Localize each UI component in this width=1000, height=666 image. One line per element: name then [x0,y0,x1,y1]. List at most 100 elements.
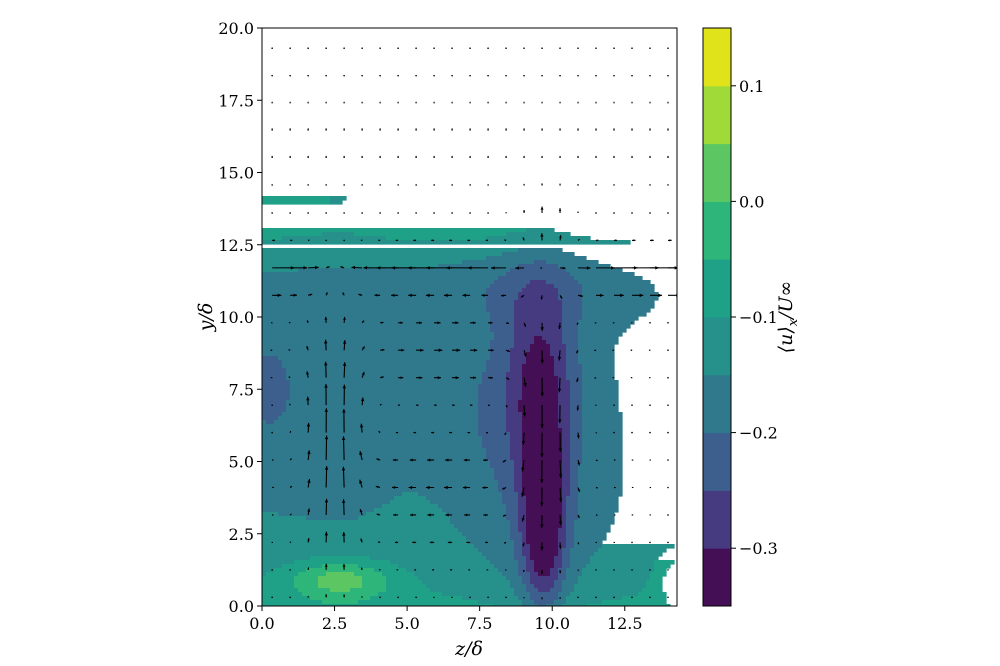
contour-cell [286,376,483,381]
vector-arrowhead [613,155,615,158]
contour-cell [582,296,659,301]
vector-arrowhead [451,128,453,131]
contour-cell [490,312,515,317]
vector-dot [667,212,669,214]
vector-arrowhead [620,293,624,298]
contour-cell [438,504,507,509]
contour-cell [498,488,515,493]
contour-cell [642,588,663,593]
contour-cell [294,580,319,585]
vector-dot [325,74,327,77]
contour-cell [262,548,479,553]
contour-cell [526,560,535,565]
contour-cell [262,240,631,245]
contour-cell [306,516,359,521]
contour-cell [570,480,579,485]
contour-cell [262,368,287,373]
y-axis-label: y/δ [195,303,217,333]
contour-cell [490,560,519,565]
contour-cell [530,280,547,285]
vector-dot [667,431,669,434]
colorbar-label-main: ⟨u⟩ [775,326,797,353]
contour-cell [578,488,623,493]
contour-cell [486,288,523,293]
vector-arrowhead [467,266,472,270]
contour-cell [262,392,291,397]
vector-arrowhead [559,101,561,104]
contour-cell [562,488,571,493]
contour-cell [438,264,519,269]
vector-arrowhead [559,296,563,299]
contour-cell [650,576,663,581]
contour-cell [566,504,579,509]
vector-arrowhead [433,184,435,186]
contour-cell [518,524,527,529]
contour-cell [262,332,495,337]
vector-arrowhead [649,486,652,489]
contour-cell [534,336,543,341]
contour-cell [506,508,519,513]
contour-cell [386,584,427,589]
vector-dot [559,74,561,77]
contour-cell [514,472,523,477]
contour-cell [506,576,523,581]
contour-cell [354,232,507,237]
contour-cell [570,400,583,405]
y-tick-label: 7.5 [229,380,254,399]
contour-cell [414,572,503,577]
contour-cell [582,388,619,393]
contour-cell [290,388,479,393]
vector-dot [289,569,291,571]
contour-cell [490,340,515,345]
contour-cell [262,480,499,485]
contour-cell [262,536,467,541]
vector-dot [613,212,615,214]
contour-cell [522,416,559,421]
contour-cell [530,552,559,557]
contour-cell [262,400,287,405]
contour-cell [262,364,283,369]
vector-arrowhead [381,348,385,352]
contour-cell [566,512,579,517]
vector-dot [649,321,651,324]
vector-dot [667,569,669,571]
contour-cell [262,468,495,473]
contour-cell [570,428,583,433]
vector-arrowhead [455,321,459,325]
vector-arrowhead [419,321,423,325]
contour-cell [558,572,567,577]
contour-cell [562,604,587,606]
contour-cell [570,436,583,441]
vector-arrowhead [395,431,398,434]
contour-cell [582,316,639,321]
contour-cell [514,480,523,485]
vector-dot [469,47,471,50]
contour-cell [566,268,623,273]
contour-cell [510,364,523,369]
contour-cell [578,340,619,345]
vector-dot [667,404,669,406]
contour-cell [510,532,523,537]
vector-arrowhead [612,376,615,379]
contour-cell [558,576,567,581]
contour-cell [502,252,575,257]
contour-cell [562,308,583,313]
contour-cell [578,464,623,469]
vector-dot [577,596,579,599]
vector-arrowhead [396,569,399,571]
vector-arrowhead [487,155,489,158]
contour-cell [262,528,459,533]
vector-dot [523,47,525,50]
contour-cell [558,536,567,541]
vector-arrowhead [392,486,396,489]
contour-cell [582,300,655,305]
contour-cell [386,588,431,593]
contour-cell [574,520,615,525]
vector-arrowhead [340,266,343,269]
contour-cell [490,328,515,333]
vector-arrowhead [363,266,368,270]
vector-arrowhead [577,462,581,466]
vector-arrowhead [381,376,384,379]
vector-arrowhead [409,513,413,517]
vector-arrowhead [540,502,544,507]
